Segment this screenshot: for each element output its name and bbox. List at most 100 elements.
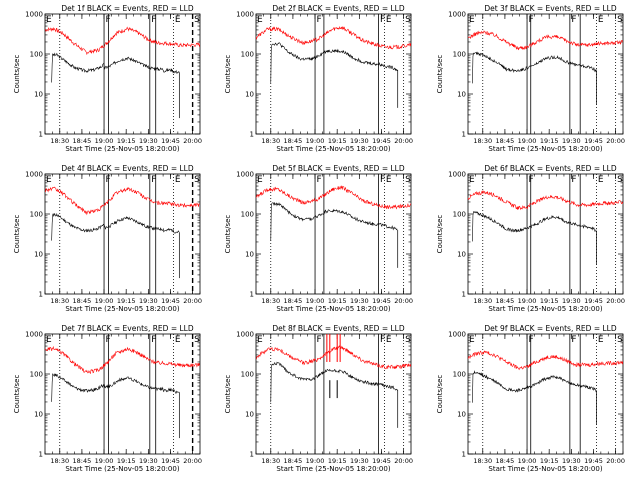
marker-label-left: E [46, 335, 52, 345]
marker-label: E [598, 15, 604, 25]
x-tick-label: 19:30 [139, 297, 158, 305]
x-tick-label: 18:30 [473, 137, 492, 145]
plot-frame [255, 173, 412, 295]
series-lld [256, 344, 411, 370]
panel-det-3: Det 3f BLACK = Events, RED = LLD 1 10 100 10… [436, 4, 625, 153]
y-tick-label: 1000 [448, 331, 466, 339]
x-axis-label: Start Time (25-Nov-05 18:20:00) [276, 465, 390, 473]
marker-label: F [317, 335, 322, 345]
plot-frame [255, 333, 412, 455]
x-tick-label: 19:30 [350, 457, 369, 465]
y-axis-label: Counts/sec [13, 215, 21, 254]
y-axis-label: Counts/sec [436, 55, 444, 94]
x-tick-label: 19:00 [518, 457, 537, 465]
series-lld [45, 345, 200, 375]
panel-det-9: Det 9f BLACK = Events, RED = LLD 1 10 100 10… [436, 324, 625, 473]
x-tick-label: 19:45 [161, 457, 180, 465]
x-tick-label: 20:00 [183, 297, 202, 305]
y-tick-label: 100 [453, 371, 466, 379]
y-tick-label: 100 [241, 211, 254, 219]
marker-label: S [405, 175, 411, 185]
series-lld [256, 185, 411, 210]
x-tick-label: 18:45 [73, 137, 92, 145]
panel-title: Det 4f BLACK = Events, RED = LLD [61, 164, 194, 173]
y-axis-label: Counts/sec [436, 215, 444, 254]
marker-label: S [194, 175, 200, 185]
x-tick-label: 19:45 [372, 297, 391, 305]
x-axis-label: Start Time (25-Nov-05 18:20:00) [65, 305, 179, 313]
marker-label-left: E [257, 335, 263, 345]
x-tick-label: 18:30 [473, 457, 492, 465]
marker-label: E [175, 15, 181, 25]
x-tick-label: 18:30 [261, 457, 280, 465]
x-tick-label: 19:30 [139, 457, 158, 465]
y-tick-label: 10 [457, 411, 466, 419]
series-events [472, 370, 597, 403]
panel-title: Det 5f BLACK = Events, RED = LLD [272, 164, 405, 173]
y-tick-label: 10 [245, 411, 254, 419]
y-tick-label: 1 [39, 291, 43, 299]
series-events [51, 212, 180, 241]
series-events [51, 52, 180, 83]
y-tick-label: 100 [30, 51, 43, 59]
y-tick-label: 1 [39, 451, 43, 459]
x-tick-label: 19:15 [540, 137, 559, 145]
marker-label: F [151, 175, 156, 185]
y-tick-label: 1000 [448, 171, 466, 179]
marker-label: F [571, 335, 576, 345]
x-tick-label: 18:45 [73, 457, 92, 465]
panel-det-2: Det 2f BLACK = Events, RED = LLD 1 10 100 10… [224, 4, 413, 153]
x-tick-label: 18:30 [50, 457, 69, 465]
x-tick-label: 19:00 [95, 297, 114, 305]
marker-label-left: E [469, 335, 475, 345]
x-tick-label: 18:45 [496, 297, 515, 305]
panel-det-6: Det 6f BLACK = Events, RED = LLD 1 10 100 10… [436, 164, 625, 313]
plot-frame [44, 173, 201, 295]
plot-frame [44, 13, 201, 135]
x-tick-label: 19:30 [562, 457, 581, 465]
x-tick-label: 20:00 [183, 457, 202, 465]
marker-label: F [380, 335, 385, 345]
panel-title: Det 8f BLACK = Events, RED = LLD [272, 324, 405, 333]
series-events [270, 42, 398, 83]
marker-label-left: E [46, 15, 52, 25]
y-axis-label: Counts/sec [13, 375, 21, 414]
plot-frame [44, 333, 201, 455]
x-tick-label: 19:45 [372, 137, 391, 145]
panel-title: Det 6f BLACK = Events, RED = LLD [484, 164, 617, 173]
y-axis-label: Counts/sec [224, 55, 232, 94]
x-tick-label: 19:30 [350, 297, 369, 305]
marker-label: F [151, 335, 156, 345]
x-tick-label: 18:30 [261, 297, 280, 305]
y-axis-label: Counts/sec [224, 215, 232, 254]
marker-label: E [598, 175, 604, 185]
marker-label: E [386, 335, 392, 345]
marker-label-left: E [469, 175, 475, 185]
x-tick-label: 19:00 [518, 297, 537, 305]
y-tick-label: 1 [462, 451, 466, 459]
series-events [270, 202, 398, 242]
y-tick-label: 100 [30, 371, 43, 379]
marker-label: F [529, 15, 534, 25]
marker-label: E [175, 335, 181, 345]
marker-label: S [194, 15, 200, 25]
x-tick-label: 19:45 [161, 137, 180, 145]
marker-label: F [151, 15, 156, 25]
marker-label: F [317, 15, 322, 25]
marker-label: E [175, 175, 181, 185]
panel-title: Det 3f BLACK = Events, RED = LLD [484, 4, 617, 13]
x-tick-label: 18:45 [73, 297, 92, 305]
x-tick-label: 18:45 [496, 137, 515, 145]
series-lld [468, 350, 623, 371]
plot-frame [467, 13, 624, 135]
marker-label: S [617, 15, 623, 25]
y-axis-label: Counts/sec [224, 375, 232, 414]
y-tick-label: 1000 [236, 331, 254, 339]
x-tick-label: 19:15 [328, 137, 347, 145]
x-tick-label: 19:45 [584, 297, 603, 305]
